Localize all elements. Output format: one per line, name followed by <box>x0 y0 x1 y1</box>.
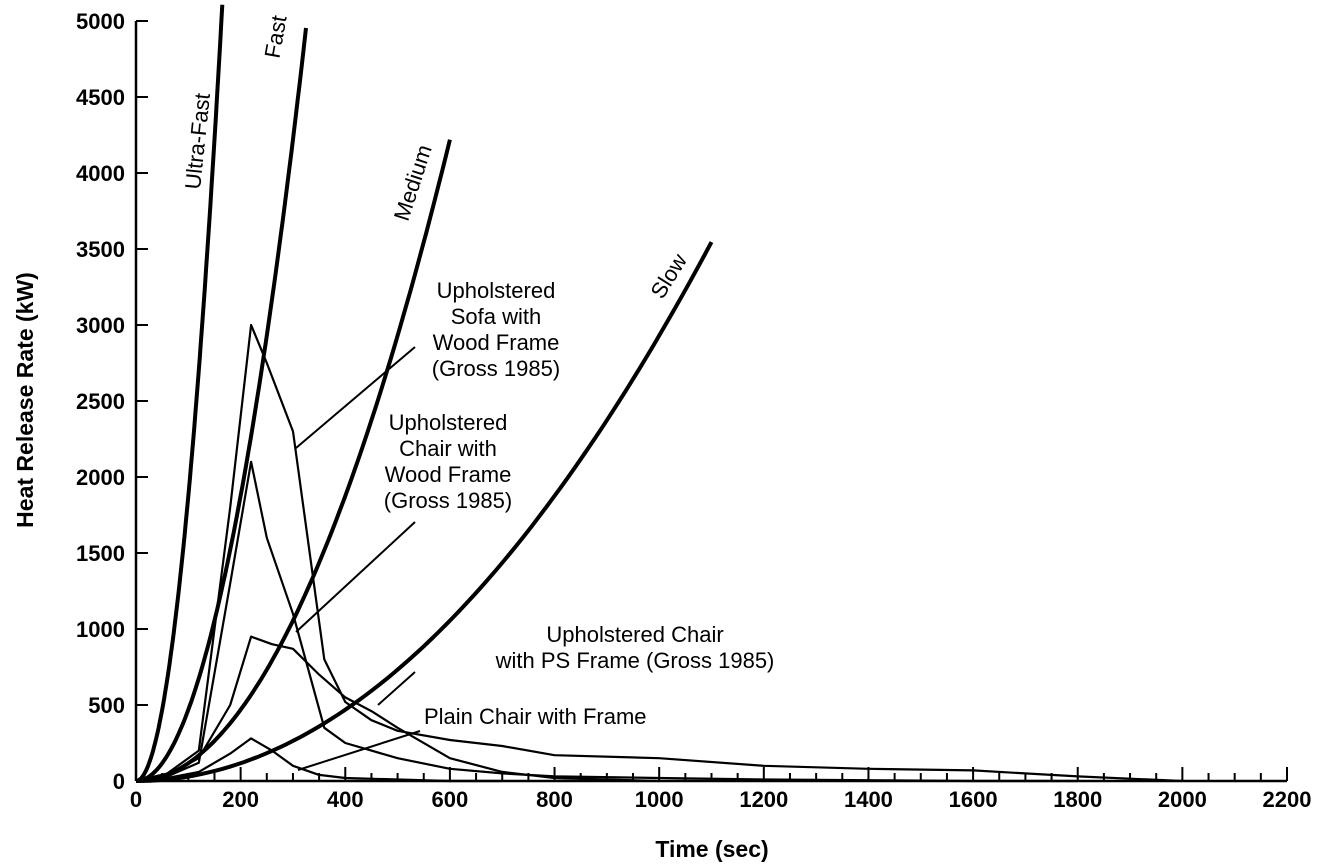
x-tick-label: 2000 <box>1158 787 1207 812</box>
label-layer: Ultra-FastFastMediumSlowUpholsteredSofa … <box>180 13 775 771</box>
series-label-plain-chair: Plain Chair with Frame <box>424 704 647 729</box>
y-tick-label: 500 <box>88 693 125 718</box>
series-label-sofa: Sofa with <box>451 304 542 329</box>
series-label-sofa: Wood Frame <box>433 330 560 355</box>
series-label-chair-wood: (Gross 1985) <box>384 488 512 513</box>
series-line-chair-ps <box>135 635 660 783</box>
y-tick-label: 3500 <box>76 237 125 262</box>
leader-line-chair-wood <box>295 521 416 633</box>
x-tick-label: 1600 <box>949 787 998 812</box>
x-tick-label: 0 <box>130 787 142 812</box>
leader-line-plain-chair <box>297 730 421 771</box>
ticks: 0 200 400 600 800 1000 1200 1400 1600 1800 2000 220… <box>76 9 1311 812</box>
y-tick-label: 0 <box>113 769 125 794</box>
x-tick-label: 600 <box>432 787 469 812</box>
y-tick-label: 5000 <box>76 9 125 34</box>
series-label-chair-wood: Upholstered <box>389 410 508 435</box>
leader-line-sofa <box>295 346 416 449</box>
x-tick-label: 800 <box>536 787 573 812</box>
series-label-chair-ps: Upholstered Chair <box>546 622 723 647</box>
growth-curve-slow <box>135 241 714 783</box>
y-tick-label: 3000 <box>76 313 125 338</box>
series-label-chair-wood: Chair with <box>399 436 497 461</box>
series-label-chair-ps: with PS Frame (Gross 1985) <box>495 648 775 673</box>
x-tick-label: 1000 <box>635 787 684 812</box>
x-tick-label: 1200 <box>739 787 788 812</box>
y-tick-label: 1500 <box>76 541 125 566</box>
series-line-chair-wood <box>135 460 1078 783</box>
y-tick-label: 4500 <box>76 85 125 110</box>
y-tick-label: 4000 <box>76 161 125 186</box>
y-axis-title: Heat Release Rate (kW) <box>12 272 38 528</box>
x-tick-label: 1400 <box>844 787 893 812</box>
growth-curve-label-ultra-fast: Ultra-Fast <box>180 92 215 191</box>
growth-curve-ultra-fast <box>135 4 225 783</box>
series-label-sofa: (Gross 1985) <box>432 356 560 381</box>
series-label-chair-wood: Wood Frame <box>385 462 512 487</box>
growth-curve-label-fast: Fast <box>260 13 292 59</box>
y-tick-label: 2000 <box>76 465 125 490</box>
x-tick-label: 400 <box>327 787 364 812</box>
x-tick-label: 1800 <box>1053 787 1102 812</box>
series-line-sofa <box>135 323 1183 783</box>
leader-line-chair-ps <box>377 671 416 706</box>
x-tick-label: 200 <box>222 787 259 812</box>
growth-curve-fast <box>135 27 308 783</box>
y-tick-label: 1000 <box>76 617 125 642</box>
x-axis-title: Time (sec) <box>655 836 768 862</box>
x-tick-label: 2200 <box>1263 787 1312 812</box>
data-layer <box>135 4 1183 783</box>
series-label-sofa: Upholstered <box>437 278 556 303</box>
series-line-plain-chair <box>135 737 503 783</box>
growth-curve-label-slow: Slow <box>645 249 692 303</box>
growth-curve-label-medium: Medium <box>389 142 437 224</box>
y-tick-label: 2500 <box>76 389 125 414</box>
